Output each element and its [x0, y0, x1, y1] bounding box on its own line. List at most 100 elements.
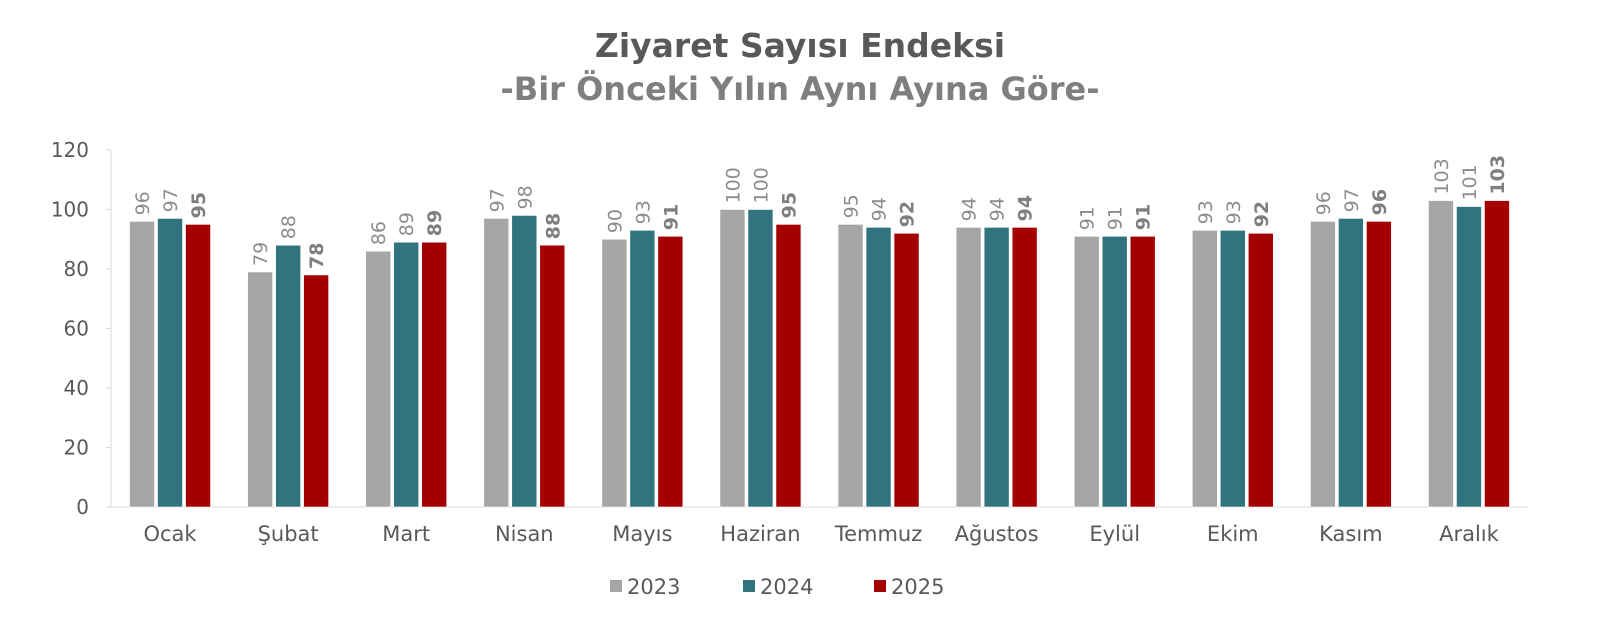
data-label: 93 — [1223, 200, 1245, 224]
data-label: 88 — [278, 215, 300, 239]
data-label: 91 — [660, 204, 682, 230]
y-tick-label: 40 — [64, 376, 89, 400]
bar-2023-Ocak — [129, 221, 155, 508]
bar-2023-Eylül — [1073, 235, 1100, 508]
legend-label-2023: 2023 — [627, 575, 680, 599]
data-label: 92 — [1251, 201, 1273, 227]
bar-2024-Eylül — [1101, 235, 1128, 508]
data-label: 78 — [306, 242, 328, 268]
y-tick-label: 20 — [64, 436, 89, 460]
x-tick-label: Şubat — [258, 522, 319, 546]
data-label: 97 — [486, 188, 508, 212]
x-tick-label: Ekim — [1207, 522, 1259, 546]
x-tick-label: Ağustos — [955, 522, 1039, 546]
bar-2025-Eylül — [1129, 235, 1156, 508]
bar-2025-Şubat — [303, 274, 329, 508]
y-tick-label: 60 — [64, 317, 89, 341]
bar-2023-Ekim — [1191, 230, 1218, 508]
bar-2025-Ocak — [185, 224, 211, 508]
data-label: 93 — [632, 200, 654, 224]
bar-2023-Temmuz — [837, 224, 864, 508]
data-label: 89 — [396, 212, 418, 236]
bar-2024-Ocak — [157, 218, 183, 508]
legend-label-2024: 2024 — [760, 575, 813, 599]
data-label: 103 — [1431, 158, 1453, 194]
y-tick-label: 0 — [76, 495, 89, 519]
x-tick-label: Ocak — [143, 522, 197, 546]
data-label: 94 — [959, 197, 981, 221]
data-label: 98 — [514, 185, 536, 209]
data-label: 79 — [250, 242, 272, 266]
chart-subtitle: -Bir Önceki Yılın Aynı Ayına Göre- — [500, 70, 1100, 108]
x-tick-label: Mayıs — [612, 522, 672, 546]
bar-2023-Nisan — [483, 218, 510, 508]
bar-2025-Mayıs — [657, 235, 684, 508]
bar-2024-Haziran — [747, 209, 774, 508]
x-tick-label: Mart — [382, 522, 430, 546]
bar-2025-Temmuz — [893, 233, 920, 508]
legend-label-2025: 2025 — [891, 575, 944, 599]
legend-swatch-2024 — [743, 580, 755, 592]
data-label: 95 — [188, 192, 210, 218]
bar-2025-Ağustos — [1011, 227, 1038, 508]
x-tick-label: Nisan — [495, 522, 554, 546]
bar-2024-Şubat — [275, 244, 301, 508]
x-tick-label: Kasım — [1319, 522, 1383, 546]
bar-2023-Aralık — [1428, 200, 1454, 508]
data-label: 86 — [368, 221, 390, 245]
data-label: 96 — [132, 191, 154, 215]
data-label: 93 — [1195, 200, 1217, 224]
bar-2023-Kasım — [1310, 221, 1336, 508]
bar-2024-Ekim — [1219, 230, 1246, 508]
data-label: 92 — [897, 201, 919, 227]
data-label: 97 — [1341, 188, 1363, 212]
bar-2025-Nisan — [539, 244, 566, 508]
data-label: 101 — [1459, 164, 1481, 200]
bar-2025-Ekim — [1247, 233, 1274, 508]
x-tick-label: Haziran — [720, 522, 800, 546]
bar-2024-Aralık — [1456, 206, 1482, 508]
bar-2023-Haziran — [719, 209, 746, 508]
bar-2023-Şubat — [247, 271, 273, 508]
x-tick-label: Temmuz — [834, 522, 922, 546]
bar-2025-Mart — [421, 241, 448, 508]
legend-swatch-2023 — [610, 580, 622, 592]
x-tick-label: Aralık — [1439, 522, 1500, 546]
data-label: 88 — [542, 213, 564, 239]
data-label: 91 — [1077, 206, 1099, 230]
bar-2025-Aralık — [1484, 200, 1510, 508]
bar-2024-Mayıs — [629, 230, 656, 508]
data-label: 91 — [1105, 206, 1127, 230]
y-tick-label: 120 — [51, 138, 89, 162]
bar-2024-Ağustos — [983, 227, 1010, 508]
data-label: 96 — [1369, 189, 1391, 215]
data-label: 94 — [987, 197, 1009, 221]
y-tick-label: 100 — [51, 198, 89, 222]
data-label: 100 — [750, 167, 772, 203]
legend-swatch-2025 — [874, 580, 886, 592]
data-label: 90 — [604, 209, 626, 233]
x-tick-label: Eylül — [1089, 522, 1140, 546]
bar-2024-Mart — [393, 241, 420, 508]
bar-2024-Nisan — [511, 215, 538, 508]
y-axis: 0 20 40 60 80 100 120 — [51, 138, 112, 519]
data-label: 96 — [1313, 191, 1335, 215]
data-label: 94 — [1015, 195, 1037, 221]
bar-2023-Mart — [365, 250, 392, 508]
data-label: 97 — [160, 188, 182, 212]
legend: 2023 2024 2025 — [610, 575, 944, 599]
bar-2025-Haziran — [775, 224, 802, 508]
data-label: 100 — [722, 167, 744, 203]
data-label: 91 — [1133, 204, 1155, 230]
data-label: 89 — [424, 210, 446, 236]
x-axis: Ocak Şubat Mart Nisan Mayıs Haziran Temmuz Ağus… — [111, 506, 1528, 546]
data-label: 103 — [1487, 155, 1509, 195]
data-label: 95 — [778, 192, 800, 218]
bar-2023-Mayıs — [601, 238, 628, 508]
data-label: 94 — [869, 197, 891, 221]
bar-2025-Kasım — [1366, 221, 1392, 508]
data-label: 95 — [841, 194, 863, 218]
bar-2024-Kasım — [1338, 218, 1364, 508]
